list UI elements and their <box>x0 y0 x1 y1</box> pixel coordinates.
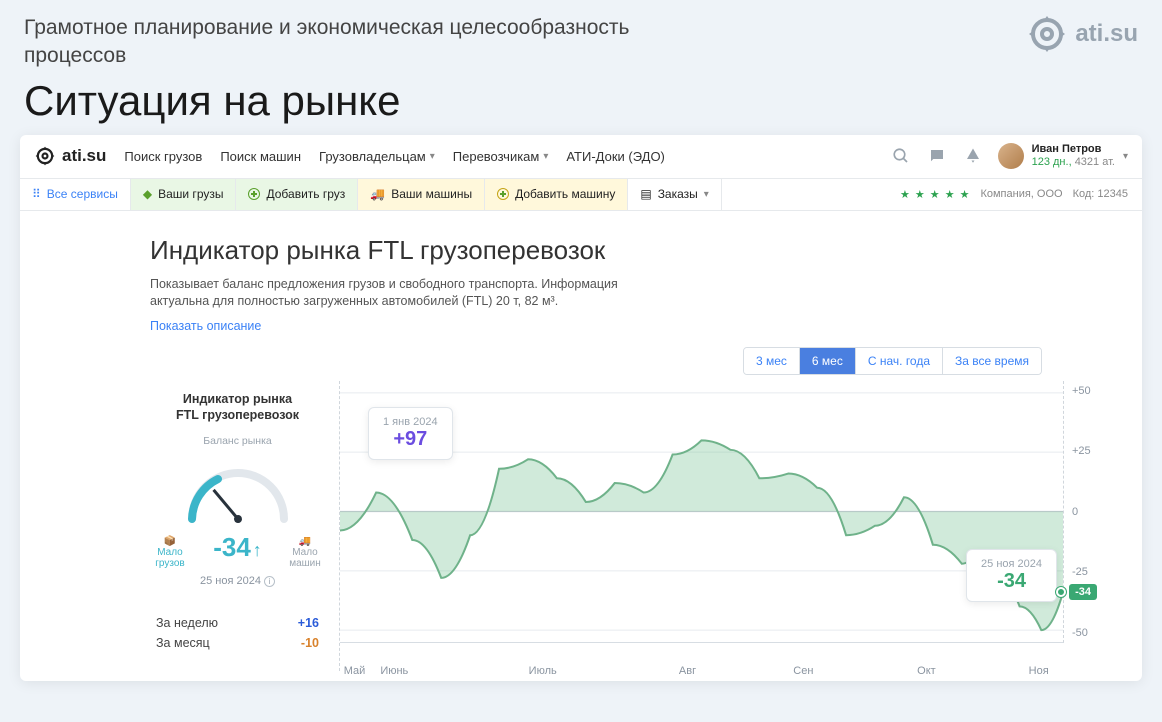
search-icon[interactable] <box>890 145 912 167</box>
tab-all[interactable]: За все время <box>943 348 1041 374</box>
indicator-side-panel: Индикатор рынкаFTL грузоперевозок Баланс… <box>150 381 340 671</box>
plus-icon <box>497 188 509 200</box>
info-icon[interactable]: i <box>264 576 275 587</box>
sec-orders[interactable]: ▤Заказы▾ <box>628 179 721 210</box>
nav-search-trucks[interactable]: Поиск машин <box>220 149 301 164</box>
orders-icon: ▤ <box>640 187 651 201</box>
delta-week: За неделю+16 <box>150 613 325 633</box>
sec-all-services[interactable]: ⠿Все сервисы <box>20 179 131 210</box>
tooltip-end: 25 ноя 2024 -34 <box>966 549 1057 602</box>
secondary-bar: ⠿Все сервисы ◆Ваши грузы Добавить груз 🚚… <box>20 179 1142 211</box>
tooltip-start: 1 янв 2024 +97 <box>368 407 453 460</box>
user-menu[interactable]: Иван Петров 123 дн., 4321 ат. ▾ <box>998 143 1128 169</box>
chevron-down-icon: ▾ <box>543 151 548 162</box>
plus-icon <box>248 188 260 200</box>
app-logo[interactable]: ati.su <box>34 145 106 167</box>
page-title: Индикатор рынка FTL грузоперевозок <box>150 235 1102 266</box>
chevron-down-icon: ▾ <box>1123 151 1128 162</box>
chart-plot[interactable]: 1 янв 2024 +97 25 ноя 2024 -34 -34 <box>340 381 1064 643</box>
company-code: Код: 12345 <box>1073 188 1128 200</box>
avatar <box>998 143 1024 169</box>
company-name: Компания, ООО <box>980 188 1062 200</box>
chart-area: 1 янв 2024 +97 25 ноя 2024 -34 -34 +50+2… <box>340 381 1102 671</box>
tab-3m[interactable]: 3 мес <box>744 348 800 374</box>
chart-end-marker <box>1056 587 1066 597</box>
top-nav: ati.su Поиск грузов Поиск машин Грузовла… <box>20 135 1142 179</box>
sec-add-cargo[interactable]: Добавить груз <box>236 179 358 210</box>
gauge-value: -34↑ <box>213 532 262 569</box>
slide-subtitle: Грамотное планирование и экономическая ц… <box>24 14 644 71</box>
period-tabs: 3 мес 6 мес С нач. года За все время <box>743 347 1042 375</box>
delta-month: За месяц-10 <box>150 633 325 653</box>
page-description: Показывает баланс предложения грузов и с… <box>150 276 670 311</box>
tab-ytd[interactable]: С нач. года <box>856 348 943 374</box>
gauge <box>178 463 298 532</box>
nav-edo[interactable]: АТИ-Доки (ЭДО) <box>566 149 665 164</box>
bell-icon[interactable] <box>962 145 984 167</box>
show-description-link[interactable]: Показать описание <box>150 319 1102 333</box>
rating-stars: ★ ★ ★ ★ ★ <box>900 188 971 201</box>
truck-icon: 🚚 <box>370 187 385 201</box>
chevron-down-icon: ▾ <box>430 151 435 162</box>
user-name: Иван Петров <box>1032 143 1115 156</box>
sec-add-truck[interactable]: Добавить машину <box>485 179 628 210</box>
gauge-right-label: 🚚Мало машин <box>285 536 325 569</box>
brand-logo: ati.su <box>1027 14 1138 54</box>
gauge-date: 25 ноя 2024i <box>150 575 325 587</box>
tab-6m[interactable]: 6 мес <box>800 348 856 374</box>
sec-your-trucks[interactable]: 🚚Ваши машины <box>358 179 485 210</box>
nav-owners[interactable]: Грузовладельцам▾ <box>319 149 435 164</box>
app-window: ati.su Поиск грузов Поиск машин Грузовла… <box>20 135 1142 681</box>
slide-title: Ситуация на рынке <box>0 71 1162 135</box>
nav-search-cargo[interactable]: Поиск грузов <box>124 149 202 164</box>
y-axis-labels: +50+250-25-50 <box>1068 381 1102 643</box>
gauge-left-label: 📦Мало грузов <box>150 536 190 569</box>
nav-carriers[interactable]: Перевозчикам▾ <box>453 149 549 164</box>
chat-icon[interactable] <box>926 145 948 167</box>
sec-your-cargo[interactable]: ◆Ваши грузы <box>131 179 237 210</box>
gauge-caption: Баланс рынка <box>150 435 325 447</box>
